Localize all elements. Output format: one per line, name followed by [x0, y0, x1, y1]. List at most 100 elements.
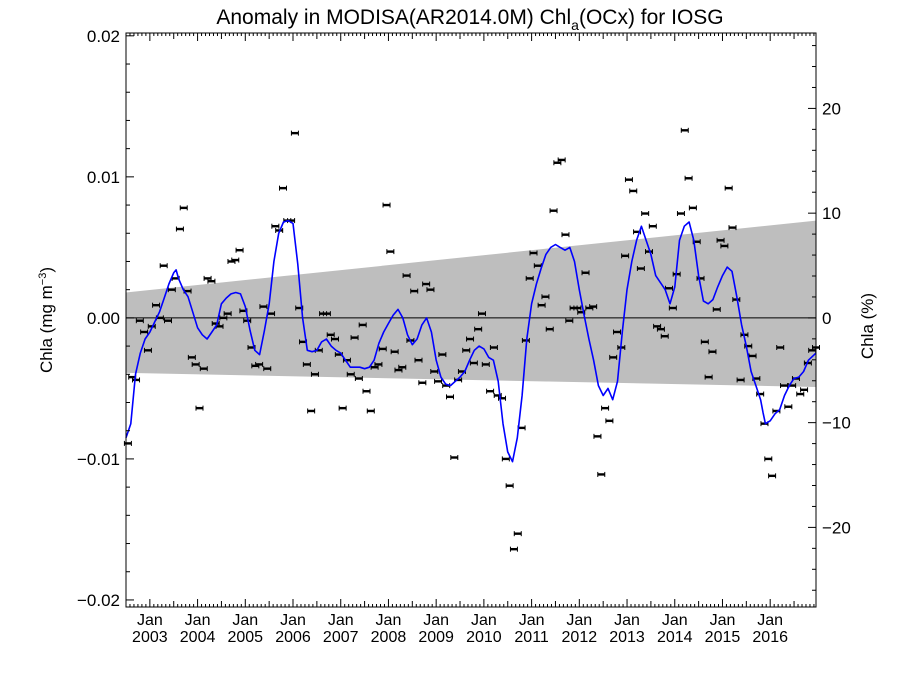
data-point — [346, 371, 355, 377]
data-point — [700, 339, 709, 345]
data-point — [446, 394, 455, 400]
data-point — [159, 263, 168, 269]
data-point — [438, 352, 447, 358]
y-axis-right-title: Chla (%) — [858, 293, 877, 359]
data-point — [644, 249, 653, 255]
data-point — [187, 354, 196, 360]
y-left-tick-label: −0.01 — [77, 450, 120, 469]
data-point — [561, 232, 570, 238]
data-point — [509, 546, 518, 552]
data-point — [489, 345, 498, 351]
x-tick-month-label: Jan — [519, 612, 545, 629]
x-tick-month-label: Jan — [280, 612, 306, 629]
x-tick-month-label: Jan — [710, 612, 736, 629]
x-tick-year-label: 2010 — [466, 629, 502, 646]
data-point — [163, 318, 172, 324]
data-point — [477, 311, 486, 317]
data-point — [426, 287, 435, 293]
data-point — [728, 225, 737, 231]
data-point — [636, 266, 645, 272]
data-point — [688, 205, 697, 211]
data-point — [143, 347, 152, 353]
data-point — [474, 326, 483, 332]
data-point — [684, 175, 693, 181]
data-point — [175, 226, 184, 232]
x-tick-month-label: Jan — [232, 612, 258, 629]
data-point — [410, 288, 419, 294]
x-tick-year-label: 2007 — [323, 629, 359, 646]
data-point — [764, 456, 773, 462]
x-tick-month-label: Jan — [662, 612, 688, 629]
x-tick-month-label: Jan — [471, 612, 497, 629]
data-point — [390, 349, 399, 355]
data-point — [322, 311, 331, 317]
x-tick-month-label: Jan — [185, 612, 211, 629]
x-tick-year-label: 2012 — [562, 629, 598, 646]
data-point — [278, 185, 287, 191]
data-point — [545, 326, 554, 332]
data-point — [549, 208, 558, 214]
data-point — [259, 304, 268, 310]
trend-band — [126, 220, 816, 387]
data-point — [736, 377, 745, 383]
data-point — [712, 306, 721, 312]
data-point — [243, 318, 252, 324]
data-point — [263, 366, 272, 372]
monthly-points-layer — [123, 127, 820, 552]
data-point — [720, 243, 729, 249]
y-right-tick-label: 0 — [822, 309, 831, 328]
data-point — [271, 223, 280, 229]
data-point — [573, 305, 582, 311]
data-point — [656, 326, 665, 332]
data-point — [179, 205, 188, 211]
data-point — [601, 405, 610, 411]
data-point — [302, 361, 311, 367]
smoothed-line-layer — [125, 219, 817, 463]
data-point — [708, 349, 717, 355]
x-tick-year-label: 2014 — [657, 629, 693, 646]
data-point — [374, 361, 383, 367]
data-point — [398, 364, 407, 370]
data-point — [676, 211, 685, 217]
x-tick-year-label: 2015 — [705, 629, 741, 646]
data-point — [418, 380, 427, 386]
data-point — [780, 383, 789, 389]
x-tick-month-label: Jan — [566, 612, 592, 629]
y-left-tick-label: 0.02 — [87, 27, 120, 46]
data-point — [680, 127, 689, 133]
data-point — [716, 237, 725, 243]
x-tick-month-label: Jan — [757, 612, 783, 629]
x-tick-month-label: Jan — [328, 612, 354, 629]
data-point — [565, 318, 574, 324]
data-point — [501, 456, 510, 462]
data-point — [219, 315, 228, 321]
y-left-tick-label: −0.02 — [77, 591, 120, 610]
y-right-tick-label: −20 — [822, 518, 851, 537]
data-point — [223, 311, 232, 317]
x-tick-year-label: 2003 — [132, 629, 168, 646]
y-axis-left-title: Chla (mg m−3) — [37, 267, 56, 373]
data-point — [641, 211, 650, 217]
data-point — [768, 473, 777, 479]
data-point — [366, 408, 375, 414]
x-tick-year-label: 2006 — [275, 629, 311, 646]
data-point — [704, 374, 713, 380]
data-point — [597, 471, 606, 477]
y-right-tick-label: −10 — [822, 414, 851, 433]
data-point — [310, 371, 319, 377]
data-point — [557, 157, 566, 163]
data-point — [732, 297, 741, 303]
data-point — [331, 336, 340, 342]
y-right-tick-label: 10 — [822, 204, 841, 223]
data-point — [430, 368, 439, 374]
data-point — [796, 391, 805, 397]
data-point — [140, 329, 149, 335]
data-point — [505, 483, 514, 489]
data-point — [593, 433, 602, 439]
data-point — [581, 270, 590, 276]
data-point — [525, 275, 534, 281]
data-point — [589, 304, 598, 310]
data-point — [358, 322, 367, 328]
data-point — [629, 188, 638, 194]
